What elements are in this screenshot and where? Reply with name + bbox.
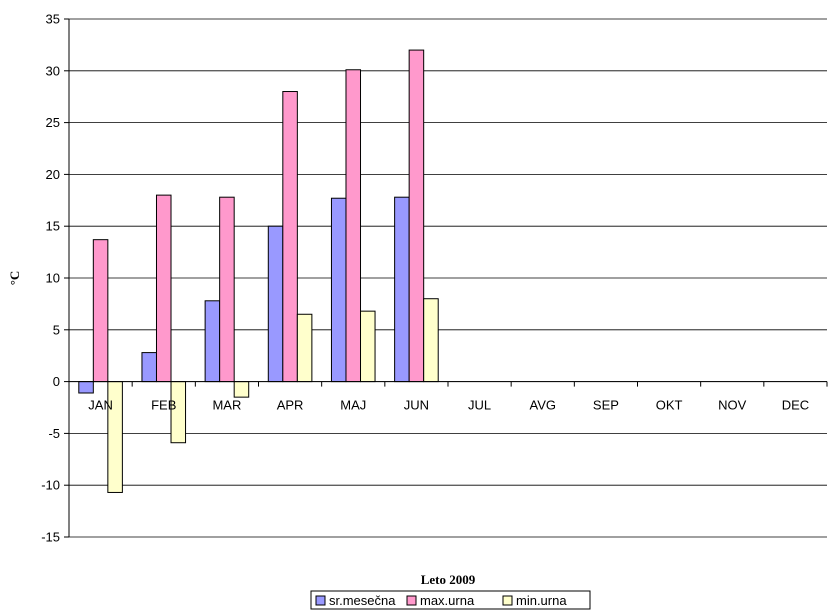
- bar: [394, 196, 410, 383]
- x-tick-labels: JAN FEB MAR APR MAJ JUN JUL AVG SEP OKT NOV DEC: [68, 381, 828, 413]
- bar: [204, 300, 221, 383]
- y-tick-label: -10: [41, 478, 60, 493]
- x-tick-label: JUL: [468, 398, 491, 413]
- x-axis-label: Leto 2009: [421, 572, 476, 587]
- y-tick-label: 20: [46, 167, 60, 182]
- y-tick-labels: -15 -10 -5 0 5 10 15 20 25 30 35: [41, 12, 69, 545]
- x-tick-label: SEP: [593, 398, 619, 413]
- bar: [219, 196, 235, 383]
- bar: [233, 381, 250, 398]
- x-tick-label: NOV: [718, 398, 747, 413]
- bar: [267, 225, 284, 383]
- x-tick-label: JAN: [88, 398, 113, 413]
- x-tick-label: AVG: [530, 398, 557, 413]
- y-tick-label: 10: [46, 271, 60, 286]
- y-tick-label: 25: [46, 115, 60, 130]
- x-tick-label: APR: [277, 398, 304, 413]
- legend-label: max.urna: [420, 593, 475, 608]
- y-tick-label: 35: [46, 12, 60, 27]
- y-tick-label: 15: [46, 219, 60, 234]
- bar: [78, 381, 94, 394]
- y-tick-label: 30: [46, 63, 60, 78]
- y-axis-label: °C: [7, 271, 22, 286]
- legend-label: min.urna: [516, 593, 567, 608]
- legend: sr.mesečna max.urna min.urna: [310, 590, 591, 610]
- bar: [282, 91, 298, 383]
- x-tick-label: MAJ: [340, 398, 366, 413]
- bar: [360, 310, 376, 383]
- y-tick-label: -15: [41, 530, 60, 545]
- bars: [78, 49, 439, 493]
- bar: [155, 194, 172, 383]
- gridlines: [69, 18, 827, 538]
- x-tick-label: MAR: [212, 398, 241, 413]
- y-tick-label: -5: [48, 426, 60, 441]
- legend-swatch: [406, 595, 417, 606]
- bar: [92, 239, 109, 383]
- bar: [423, 298, 439, 383]
- legend-label: sr.mesečna: [329, 593, 396, 608]
- legend-swatch: [502, 595, 513, 606]
- y-tick-label: 5: [53, 322, 60, 337]
- bar: [141, 352, 157, 383]
- x-tick-label: OKT: [656, 398, 683, 413]
- bar: [296, 313, 313, 383]
- bar: [330, 197, 347, 383]
- x-tick-label: JUN: [404, 398, 429, 413]
- x-tick-label: FEB: [151, 398, 176, 413]
- x-tick-label: DEC: [782, 398, 809, 413]
- legend-swatch: [315, 595, 326, 606]
- y-tick-label: 0: [53, 374, 60, 389]
- bar: [408, 49, 425, 383]
- bar: [345, 69, 362, 383]
- legend-box: [310, 590, 591, 610]
